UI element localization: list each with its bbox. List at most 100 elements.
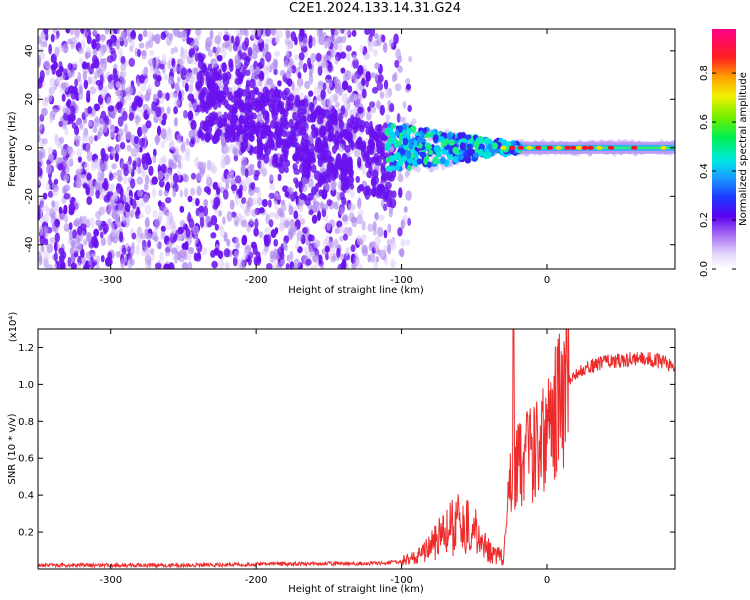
spectrogram-cell <box>406 157 414 164</box>
spectrogram-cell <box>42 40 48 48</box>
spectrogram-cell <box>383 229 388 239</box>
spectrogram-cell <box>39 147 46 158</box>
spectrogram-cell <box>72 61 79 69</box>
spectrogram-cell <box>84 161 90 172</box>
spectrogram-cell <box>397 227 403 237</box>
spectrogram-cell <box>274 34 281 45</box>
spectrogram-cell <box>110 183 115 191</box>
spectrogram-cell <box>42 192 48 200</box>
spectrogram-cell <box>366 111 372 121</box>
spectrogram-cell <box>279 69 286 77</box>
spectrogram-cell <box>126 203 131 213</box>
spectrogram-cell <box>180 56 185 66</box>
spectrogram-cell <box>207 49 213 57</box>
snr-y-tick-label: 1.0 <box>18 380 34 391</box>
spectrogram-cell <box>230 125 235 134</box>
spectrogram-cell <box>374 156 380 166</box>
spectrogram-cell <box>142 193 150 204</box>
spectrogram-cell <box>297 214 303 221</box>
spectrogram-cell <box>151 34 156 42</box>
spectrogram-cell <box>135 119 140 128</box>
spectrogram-cell <box>350 114 355 125</box>
spectrogram-cell <box>257 78 263 87</box>
spectrogram-cell <box>152 93 158 103</box>
spectrogram-cell <box>256 151 261 161</box>
spectrogram-cell <box>339 235 344 242</box>
spectrogram-cell <box>212 102 218 110</box>
spectrogram-cell <box>276 262 283 269</box>
spectrogram-cell <box>206 187 212 196</box>
spectrogram-cell <box>99 231 104 239</box>
colorbar: 0.0 0.2 0.4 0.6 0.8 Normalized spectral ampl… <box>699 29 749 277</box>
spectrogram-cell <box>258 116 264 123</box>
spectrogram-cell <box>141 239 147 248</box>
spectrogram-cell <box>189 140 195 148</box>
spectrogram-cell <box>39 197 45 205</box>
spectrogram-cell <box>127 257 133 269</box>
spectrogram-cell <box>379 91 385 100</box>
spectrogram-cell <box>194 29 202 36</box>
spectrogram-cell <box>117 135 125 142</box>
spectrogram-cell <box>91 38 97 50</box>
spectrogram-cell <box>364 29 371 36</box>
spectrogram-cell <box>43 59 51 69</box>
spectrogram-cell <box>307 57 311 68</box>
spectrogram-cell <box>38 260 42 268</box>
spectrogram-cell <box>454 156 459 164</box>
spectrogram-cell <box>341 153 349 165</box>
spectrogram-cell <box>245 69 251 77</box>
spectrogram-cell <box>427 132 434 138</box>
spectrogram-cell <box>169 160 174 169</box>
spectrogram-cell <box>233 96 239 107</box>
spectrogram-cell <box>138 74 145 84</box>
spectrogram-cell <box>320 128 327 136</box>
spectrogram-cell <box>139 137 146 148</box>
colorbar-label: Normalized spectral amplitude <box>738 72 749 226</box>
spectrogram-cell <box>373 48 378 57</box>
spectrogram-cell <box>125 93 132 101</box>
spectrogram-cell <box>357 160 362 169</box>
spectrogram-cell <box>227 91 233 101</box>
spectrogram-cell <box>138 146 143 153</box>
spectrogram-cell <box>192 38 199 49</box>
spectrogram-cell <box>262 48 267 58</box>
spectrogram-cell <box>53 251 58 263</box>
spectrogram-cell <box>207 63 213 72</box>
spectrogram-cell <box>154 262 162 269</box>
carrier-peak <box>535 145 542 150</box>
spectrogram-cell <box>308 34 313 44</box>
spectrogram-cell <box>106 96 112 108</box>
spectrogram-cell <box>423 157 429 165</box>
spectrogram-cell <box>133 135 139 145</box>
spectrogram-cell <box>375 256 380 263</box>
spectrogram-cell <box>86 196 93 205</box>
spectrogram-cell <box>200 161 207 173</box>
spectrogram-cell <box>365 126 371 136</box>
spectrogram-cell <box>144 261 150 268</box>
spectrogram-cell <box>181 261 189 269</box>
spectrogram-cell <box>405 190 412 201</box>
spectrogram-cell <box>246 223 252 233</box>
spectrogram-cell <box>85 218 91 229</box>
spectrogram-cell <box>195 207 200 217</box>
spectrogram-cell <box>274 227 279 235</box>
spectrogram-cell <box>264 238 270 248</box>
spectrogram-cell <box>111 163 117 170</box>
spectrogram-cell <box>394 152 402 160</box>
spectrogram-cell <box>54 46 60 58</box>
spectrogram-cell <box>236 87 242 95</box>
spectrogram-cell <box>88 120 93 127</box>
spectrogram-cell <box>192 129 199 137</box>
spectrogram-cell <box>173 106 178 115</box>
spectrogram-cell <box>110 195 115 203</box>
spectrogram-cell <box>362 186 369 196</box>
spectrogram-cell <box>78 217 83 227</box>
spectrogram-cell <box>238 114 244 126</box>
spectrogram-cell <box>358 263 363 269</box>
spectrogram-cell <box>121 83 126 91</box>
spectrogram-cell <box>340 35 347 44</box>
carrier-peak <box>546 145 554 150</box>
spectrogram-cell <box>181 146 187 154</box>
spectrogram-cell <box>57 75 62 82</box>
spectrogram-cell <box>65 108 71 115</box>
